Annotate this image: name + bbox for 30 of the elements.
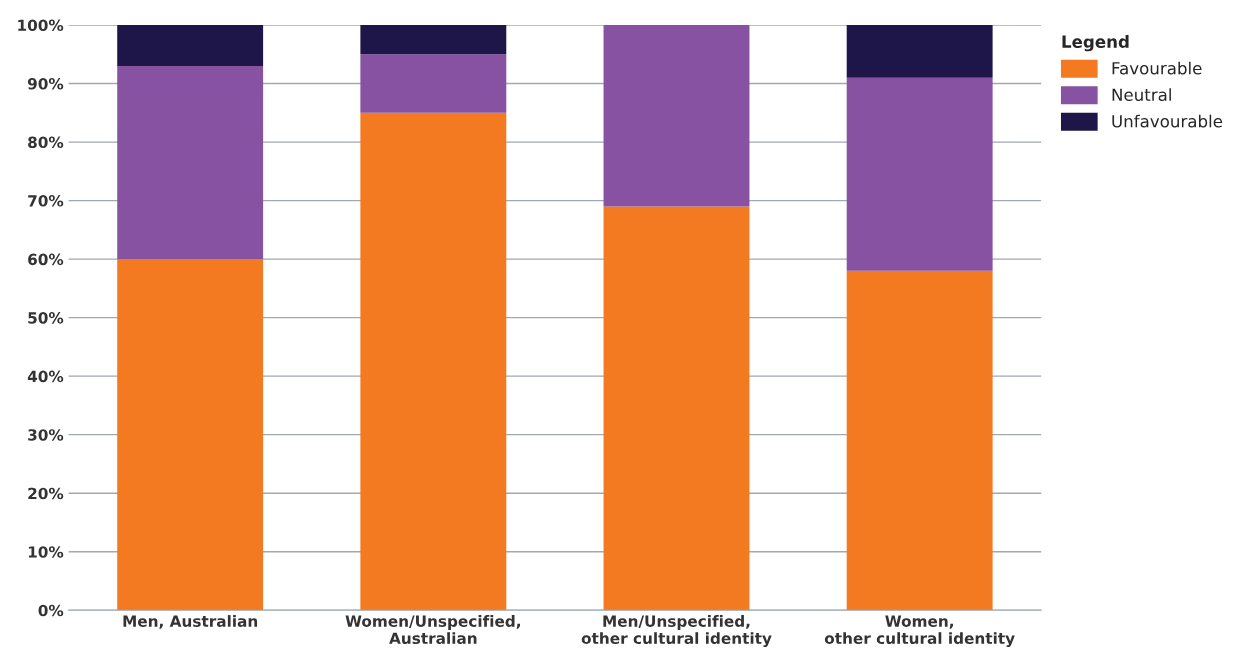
bar bbox=[117, 25, 264, 67]
y-tick-label: 50% bbox=[28, 312, 64, 324]
x-tick-label: Women/Unspecified, Australian bbox=[345, 615, 521, 645]
bar bbox=[846, 270, 993, 611]
bar bbox=[603, 25, 750, 207]
legend-label: Favourable bbox=[1112, 61, 1202, 75]
x-tick-label: Men, Australian bbox=[123, 615, 258, 629]
y-tick-label: 0% bbox=[38, 604, 64, 617]
y-tick-label: 40% bbox=[27, 370, 64, 383]
bar bbox=[117, 66, 264, 260]
y-tick-label: 20% bbox=[28, 487, 64, 500]
y-tick-label: 100% bbox=[18, 19, 64, 32]
bar bbox=[846, 25, 993, 78]
bar bbox=[117, 259, 264, 611]
x-tick-label: Men/Unspecified, other cultural identity bbox=[581, 615, 772, 648]
y-tick-label: 30% bbox=[28, 429, 64, 441]
x-tick-label: Women, other cultural identity bbox=[824, 615, 1015, 648]
bar bbox=[360, 112, 507, 611]
bar bbox=[846, 77, 993, 271]
y-tick-label: 90% bbox=[27, 78, 64, 90]
bar bbox=[360, 54, 507, 113]
y-tick-label: 80% bbox=[28, 136, 64, 149]
bar bbox=[360, 25, 507, 55]
legend-label: Unfavourable bbox=[1112, 114, 1223, 128]
bar bbox=[603, 206, 750, 611]
legend-label: Neutral bbox=[1112, 88, 1171, 102]
y-tick-label: 60% bbox=[28, 253, 64, 266]
y-tick-label: 10% bbox=[28, 546, 64, 558]
legend-title: Legend bbox=[1062, 35, 1129, 52]
y-tick-label: 70% bbox=[28, 195, 64, 207]
